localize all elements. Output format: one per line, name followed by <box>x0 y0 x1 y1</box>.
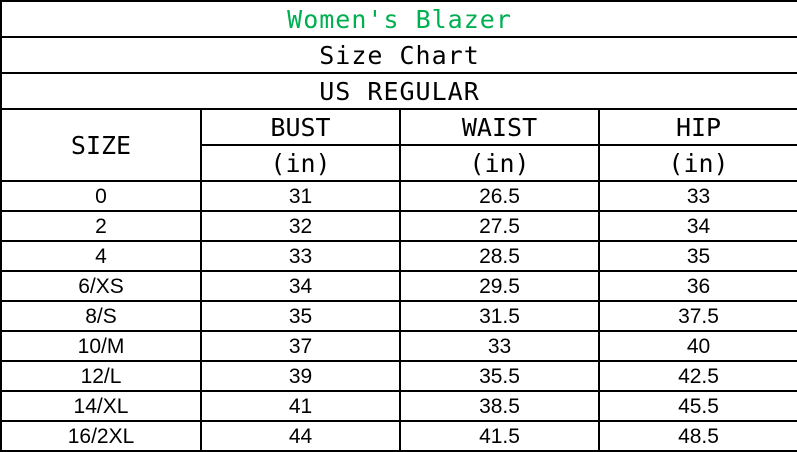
cell-bust: 31 <box>200 180 401 212</box>
cell-hip: 40 <box>597 330 797 362</box>
chart-subtitle: Size Chart <box>0 36 797 74</box>
cell-hip: 37.5 <box>597 300 797 332</box>
cell-hip: 45.5 <box>597 390 797 422</box>
table-row: 14/XL 41 38.5 45.5 <box>0 390 797 422</box>
unit-bust: (in) <box>200 144 401 182</box>
cell-waist: 26.5 <box>399 180 600 212</box>
cell-hip: 48.5 <box>597 420 797 452</box>
cell-bust: 44 <box>200 420 401 452</box>
header-size: SIZE <box>0 108 202 182</box>
cell-size: 16/2XL <box>0 420 202 452</box>
cell-waist: 35.5 <box>399 360 600 392</box>
table-row: 10/M 37 33 40 <box>0 330 797 362</box>
cell-hip: 33 <box>597 180 797 212</box>
table-row: 12/L 39 35.5 42.5 <box>0 360 797 392</box>
cell-size: 0 <box>0 180 202 212</box>
cell-bust: 39 <box>200 360 401 392</box>
cell-waist: 31.5 <box>399 300 600 332</box>
cell-hip: 35 <box>597 240 797 272</box>
cell-bust: 35 <box>200 300 401 332</box>
cell-waist: 28.5 <box>399 240 600 272</box>
header-bust: BUST <box>200 108 401 146</box>
header-hip: HIP <box>597 108 797 146</box>
cell-bust: 32 <box>200 210 401 242</box>
header-waist: WAIST <box>399 108 600 146</box>
cell-waist: 41.5 <box>399 420 600 452</box>
cell-hip: 34 <box>597 210 797 242</box>
cell-size: 6/XS <box>0 270 202 302</box>
cell-waist: 27.5 <box>399 210 600 242</box>
cell-hip: 42.5 <box>597 360 797 392</box>
cell-hip: 36 <box>597 270 797 302</box>
chart-title: Women's Blazer <box>0 0 797 38</box>
unit-waist: (in) <box>399 144 600 182</box>
cell-size: 12/L <box>0 360 202 392</box>
unit-hip: (in) <box>597 144 797 182</box>
table-row: 8/S 35 31.5 37.5 <box>0 300 797 332</box>
table-row: 4 33 28.5 35 <box>0 240 797 272</box>
table-row: 16/2XL 44 41.5 48.5 <box>0 420 797 452</box>
cell-waist: 33 <box>399 330 600 362</box>
cell-waist: 29.5 <box>399 270 600 302</box>
cell-size: 10/M <box>0 330 202 362</box>
cell-bust: 37 <box>200 330 401 362</box>
cell-size: 2 <box>0 210 202 242</box>
region-label: US REGULAR <box>0 72 797 110</box>
cell-bust: 41 <box>200 390 401 422</box>
table-row: 2 32 27.5 34 <box>0 210 797 242</box>
cell-waist: 38.5 <box>399 390 600 422</box>
table-row: 6/XS 34 29.5 36 <box>0 270 797 302</box>
cell-bust: 33 <box>200 240 401 272</box>
cell-bust: 34 <box>200 270 401 302</box>
cell-size: 14/XL <box>0 390 202 422</box>
cell-size: 8/S <box>0 300 202 332</box>
cell-size: 4 <box>0 240 202 272</box>
table-row: 0 31 26.5 33 <box>0 180 797 212</box>
